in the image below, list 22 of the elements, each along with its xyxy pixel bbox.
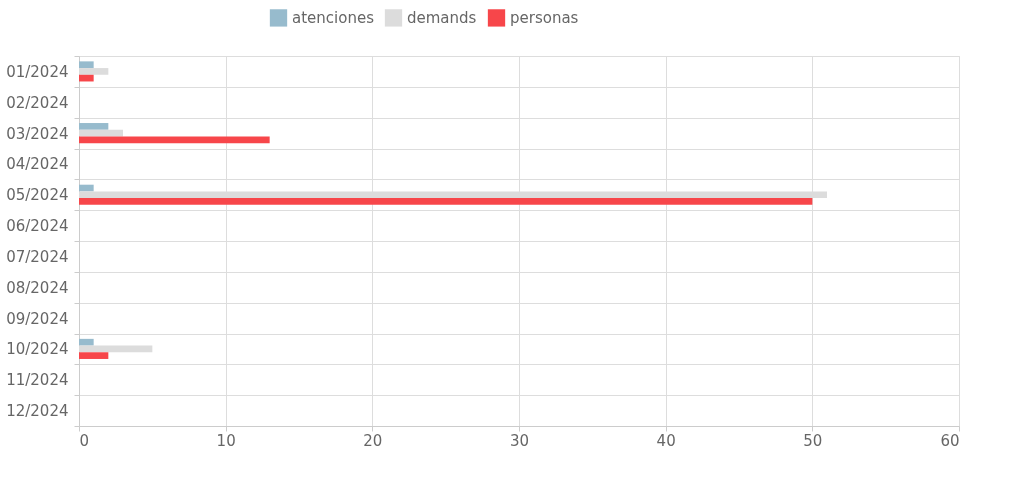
x-tick-label: 50 — [803, 431, 823, 450]
x-tick-label: 20 — [363, 431, 383, 450]
y-tick-label: 10/2024 — [6, 340, 69, 359]
legend-label: personas — [510, 8, 579, 27]
y-tick-label: 11/2024 — [6, 371, 69, 390]
y-tick-label: 12/2024 — [6, 402, 69, 421]
y-tick-label: 09/2024 — [6, 309, 69, 328]
y-tick-label: 05/2024 — [6, 186, 69, 205]
x-tick-label: 0 — [79, 431, 90, 450]
x-tick-label: 30 — [509, 431, 530, 450]
y-tick-label: 04/2024 — [6, 155, 69, 174]
y-tick-label: 02/2024 — [6, 93, 69, 112]
legend-label: atenciones — [292, 8, 375, 27]
y-tick-label: 01/2024 — [6, 62, 69, 81]
y-tick-label: 08/2024 — [6, 278, 69, 297]
legend-label: demands — [407, 8, 477, 27]
y-tick-label: 03/2024 — [6, 124, 69, 143]
x-tick-label: 10 — [216, 431, 236, 450]
x-tick-label: 60 — [940, 431, 960, 450]
y-tick-label: 06/2024 — [6, 217, 69, 236]
y-tick-label: 07/2024 — [6, 247, 69, 266]
x-tick-label: 40 — [656, 431, 676, 450]
